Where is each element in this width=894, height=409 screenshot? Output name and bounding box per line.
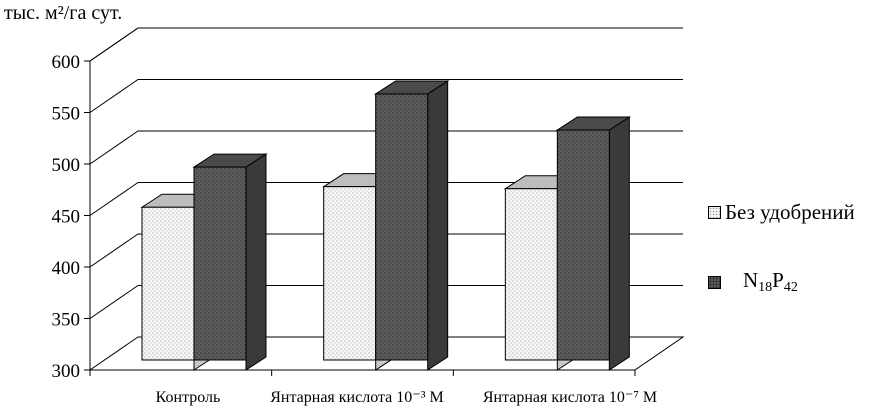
legend-label-npk: N18P42 (743, 268, 798, 295)
gridlines (89, 27, 683, 319)
bar-side (608, 116, 630, 371)
bar-front (375, 93, 429, 361)
y-tick-label: 500 (52, 155, 81, 176)
gridline (89, 233, 683, 268)
y-tick-labels: 300 350 400 450 500 550 600 (52, 52, 81, 382)
bar-side (245, 153, 267, 371)
bar-front (141, 206, 195, 361)
bar-front (556, 129, 610, 361)
bars (140, 80, 632, 371)
y-axis-label: тыс. м²/га сут. (4, 2, 122, 25)
bar-front (504, 188, 558, 361)
x-tick-label-1: Янтарная кислота 10⁻³ М (270, 389, 444, 406)
gridline (89, 285, 683, 319)
axes (84, 60, 636, 376)
y-tick-label: 400 (52, 258, 81, 279)
gridline (89, 79, 683, 113)
legend-swatch-dark (708, 275, 721, 289)
x-tick-label-0: Контроль (156, 389, 221, 406)
legend-swatch-light (708, 206, 721, 219)
bar-npk-0 (192, 153, 268, 371)
y-axis-label-text: тыс. м²/га сут. (4, 2, 123, 24)
gridline (89, 27, 683, 62)
bar-front (193, 166, 247, 361)
gridline (89, 130, 683, 165)
bar-front (323, 186, 377, 361)
gridline (89, 182, 683, 216)
bar-npk-2 (555, 116, 632, 371)
y-tick-label: 450 (52, 207, 81, 228)
legend-item-no-fertilizer: Без удобрений (708, 200, 855, 225)
legend-label-no-fertilizer: Без удобрений (725, 200, 855, 224)
y-tick-label: 350 (52, 310, 81, 331)
bar-side (427, 80, 449, 371)
y-tick-label: 600 (52, 52, 81, 73)
x-tick-label-2: Янтарная кислота 10⁻⁷ М (483, 389, 657, 406)
y-tick-label: 300 (52, 361, 81, 382)
y-tick-label: 550 (52, 104, 81, 125)
legend-item-npk: N18P42 (708, 268, 798, 296)
bar-npk-1 (373, 80, 450, 371)
x-tick-labels: Контроль Янтарная кислота 10⁻³ М Янтарная … (156, 389, 658, 406)
